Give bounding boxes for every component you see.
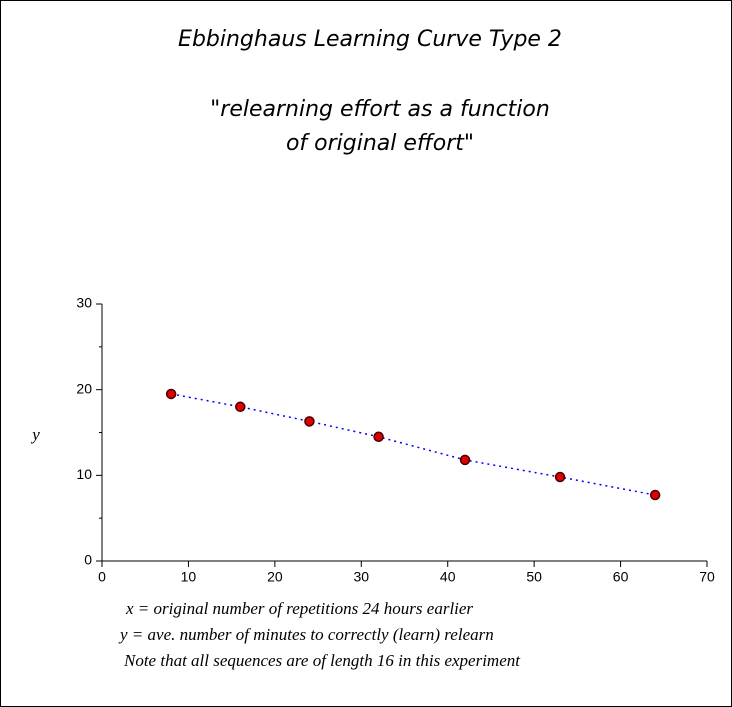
x-tick-label: 40 <box>440 569 456 585</box>
subtitle: "relearning effort as a function <box>210 97 550 122</box>
x-tick-label: 50 <box>526 569 542 585</box>
x-tick-label: 10 <box>181 569 197 585</box>
note: y = ave. number of minutes to correctly … <box>118 625 494 644</box>
y-tick-label: 20 <box>76 380 92 396</box>
point <box>165 388 177 400</box>
subtitle: of original effort" <box>286 131 474 156</box>
point <box>373 431 384 443</box>
y-axis-label: y <box>30 425 40 444</box>
note: Note that all sequences are of length 16… <box>123 651 521 670</box>
y-tick-label: 30 <box>76 295 92 311</box>
x-tick-label: 70 <box>699 569 715 585</box>
x-tick-label: 20 <box>267 569 283 585</box>
x-tick-label: 0 <box>98 569 106 585</box>
x-tick-label: 30 <box>353 569 369 585</box>
point <box>649 489 661 501</box>
x-tick-label: 60 <box>613 569 629 585</box>
point <box>459 454 471 466</box>
chart-title: Ebbinghaus Learning Curve Type 2 <box>178 27 562 52</box>
point <box>304 416 315 427</box>
y-tick-label: 0 <box>84 552 92 568</box>
point <box>554 471 566 483</box>
y-tick-label: 10 <box>76 466 92 482</box>
point <box>235 401 246 413</box>
note: x = original number of repetitions 24 ho… <box>125 599 473 618</box>
